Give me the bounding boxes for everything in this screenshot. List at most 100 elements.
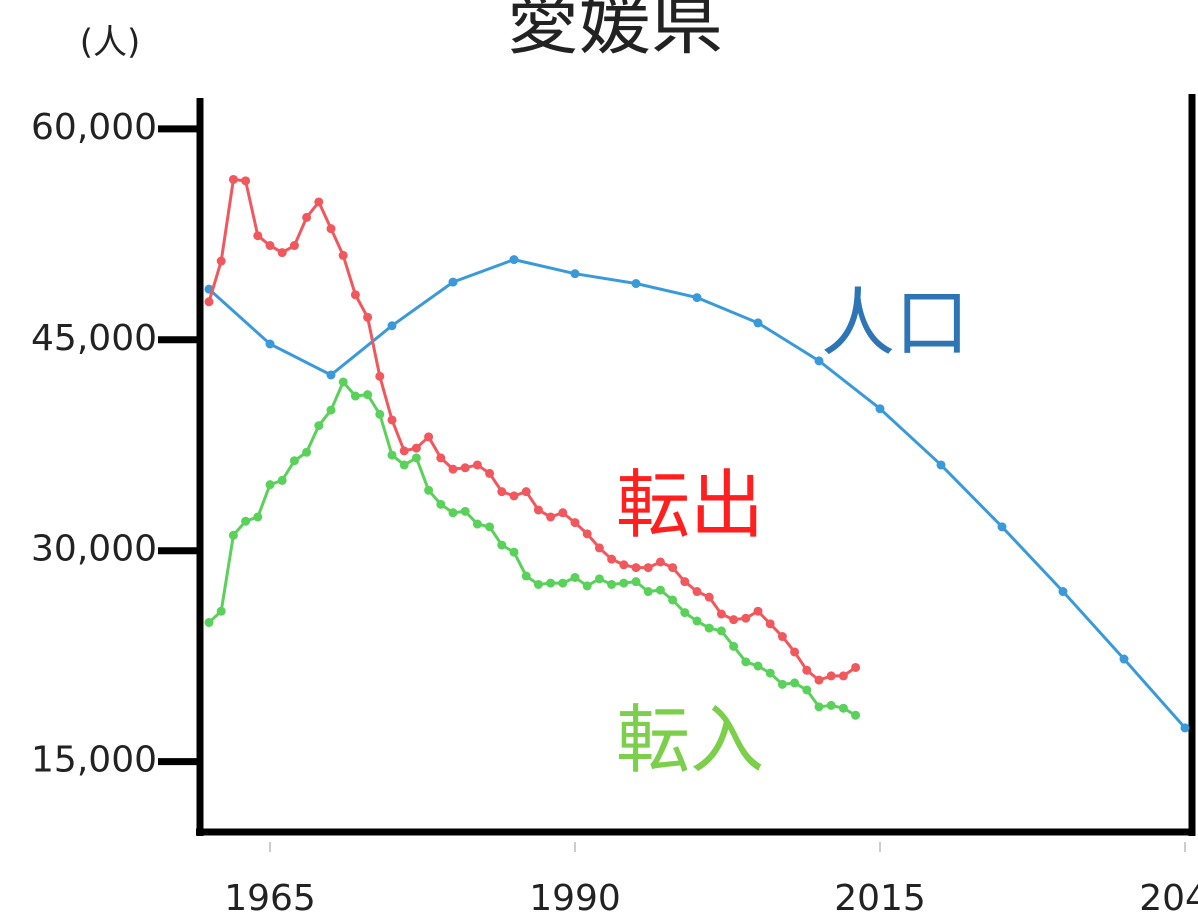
point [363, 390, 373, 400]
point [680, 608, 690, 618]
series-label: 転入 [616, 698, 764, 784]
point [607, 579, 617, 589]
point [1058, 587, 1068, 597]
point [216, 256, 226, 266]
series-label: 転出 [616, 463, 764, 549]
point [838, 703, 848, 713]
point [668, 563, 678, 573]
point [716, 626, 726, 636]
point [204, 297, 214, 307]
point [753, 318, 763, 328]
point [387, 450, 397, 460]
point [411, 443, 421, 453]
point [570, 269, 580, 279]
x-tick-label: 2040 [1139, 878, 1198, 919]
point [241, 516, 251, 526]
point [289, 456, 299, 466]
point [326, 370, 336, 380]
point [582, 529, 592, 539]
point [424, 432, 434, 442]
point [546, 578, 556, 588]
point [326, 224, 336, 234]
point [253, 512, 263, 522]
point [387, 415, 397, 425]
point [790, 647, 800, 657]
y-tick-label: 45,000 [31, 318, 157, 359]
point [668, 595, 678, 605]
x-tick-label: 1990 [529, 878, 621, 919]
point [277, 248, 287, 258]
point [680, 577, 690, 587]
point [509, 255, 519, 265]
point [765, 668, 775, 678]
point [302, 212, 312, 222]
series-line [207, 177, 857, 682]
series-label: 人口 [821, 281, 969, 367]
point [1119, 654, 1129, 664]
point [643, 563, 653, 573]
y-axis-label: (人) [80, 23, 141, 63]
y-tick-label: 60,000 [31, 107, 157, 148]
point [753, 661, 763, 671]
point [338, 377, 348, 387]
point [802, 685, 812, 695]
point [753, 606, 763, 616]
chart-title: 愛媛県 [507, 0, 723, 65]
point [289, 241, 299, 251]
point [741, 613, 751, 623]
point [741, 657, 751, 667]
point [570, 572, 580, 582]
point [448, 277, 458, 287]
point [521, 571, 531, 581]
point [692, 293, 702, 303]
point [375, 371, 385, 381]
point [704, 623, 714, 633]
frame [196, 94, 1196, 836]
point [509, 491, 519, 501]
point [277, 475, 287, 485]
point [314, 197, 324, 207]
point [619, 560, 629, 570]
point [497, 487, 507, 497]
point [802, 665, 812, 675]
point [558, 508, 568, 518]
point [765, 619, 775, 629]
point [851, 710, 861, 720]
point [997, 522, 1007, 532]
point [387, 321, 397, 331]
point [363, 312, 373, 322]
point [838, 671, 848, 681]
point [655, 557, 665, 567]
point [533, 579, 543, 589]
point [411, 453, 421, 463]
point [265, 339, 275, 349]
point [875, 404, 885, 414]
point [460, 463, 470, 473]
point [790, 678, 800, 688]
point [399, 460, 409, 470]
point [729, 615, 739, 625]
point [594, 574, 604, 584]
point [631, 577, 641, 587]
point [619, 578, 629, 588]
point [350, 290, 360, 300]
point [777, 679, 787, 689]
y-tick-label: 30,000 [31, 529, 157, 570]
point [814, 675, 824, 685]
point [375, 409, 385, 419]
point [485, 468, 495, 478]
point [655, 585, 665, 595]
x-tick-label: 1965 [224, 878, 316, 919]
point [1180, 723, 1190, 733]
point [582, 581, 592, 591]
point [265, 241, 275, 251]
point [509, 547, 519, 557]
point [814, 356, 824, 366]
point [716, 609, 726, 619]
y-tick-label: 15,000 [31, 740, 157, 781]
point [814, 702, 824, 712]
point [729, 641, 739, 651]
point [594, 543, 604, 553]
x-tick-label: 2015 [834, 878, 926, 919]
